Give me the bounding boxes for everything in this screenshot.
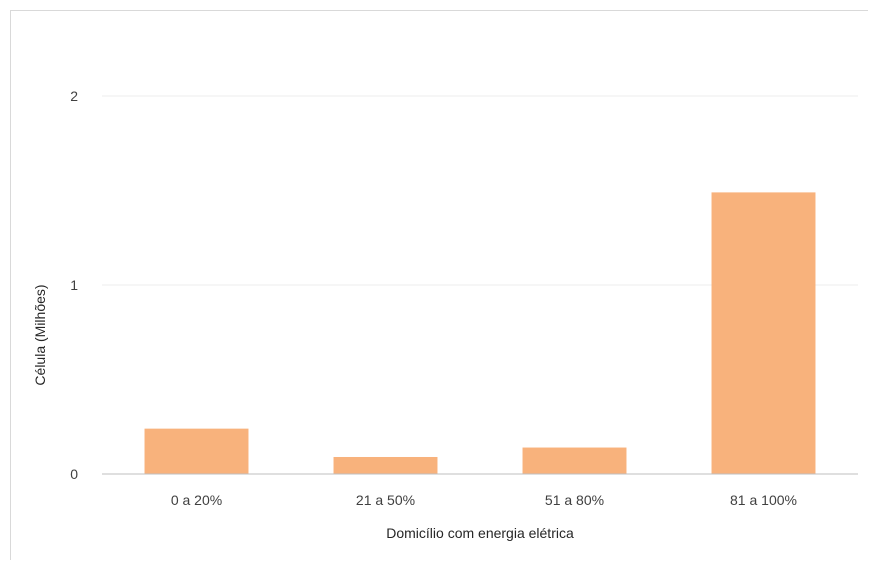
x-tick-labels: 0 a 20% 21 a 50% 51 a 80% 81 a 100% (171, 492, 797, 508)
y-axis-title: Célula (Milhões) (32, 284, 48, 385)
bar-3 (522, 447, 627, 474)
y-tick-label: 0 (70, 466, 78, 482)
x-tick-label: 81 a 100% (730, 492, 797, 508)
y-tick-label: 2 (70, 88, 78, 104)
bars (144, 192, 816, 474)
bar-2 (333, 456, 438, 474)
bar-4 (711, 192, 816, 474)
x-tick-label: 51 a 80% (545, 492, 604, 508)
y-tick-labels: 0 1 2 (70, 88, 78, 482)
bar-1 (144, 428, 249, 474)
x-axis-title: Domicílio com energia elétrica (386, 525, 574, 541)
y-tick-label: 1 (70, 277, 78, 293)
x-tick-label: 0 a 20% (171, 492, 222, 508)
x-tick-label: 21 a 50% (356, 492, 415, 508)
